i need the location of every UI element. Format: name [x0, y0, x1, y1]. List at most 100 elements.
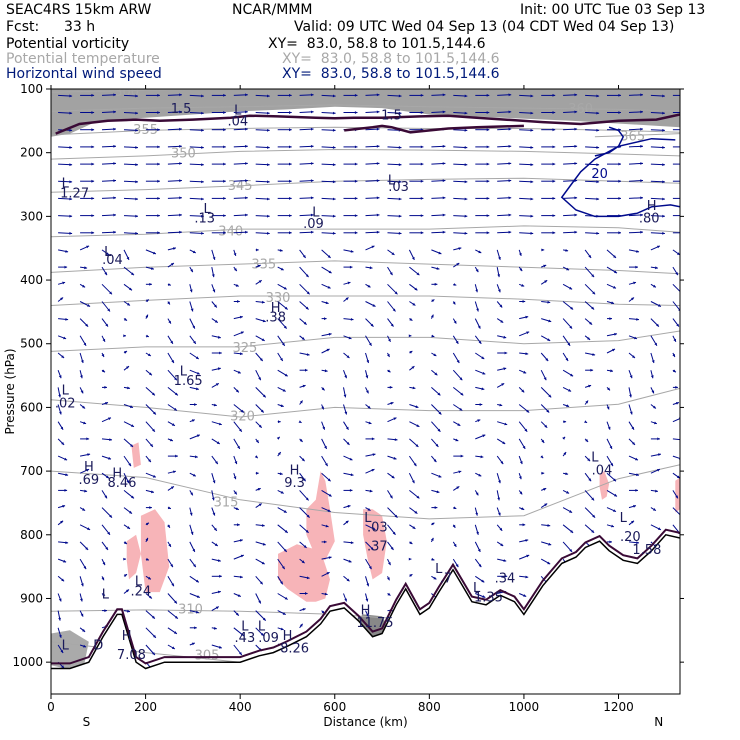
- wind-arrowhead: [245, 110, 248, 114]
- wind-arrowhead: [519, 461, 523, 465]
- wind-arrowhead: [372, 527, 376, 530]
- wind-arrowhead: [62, 504, 66, 508]
- wind-arrowhead: [376, 110, 380, 114]
- wind-arrowhead: [658, 304, 661, 307]
- theta-label-345: 345: [228, 179, 253, 194]
- wind-arrowhead: [438, 474, 442, 478]
- wind-arrowhead: [486, 93, 490, 97]
- wind-arrowhead: [526, 331, 530, 335]
- wind-arrowhead: [567, 342, 571, 346]
- wind-arrowhead: [676, 475, 680, 479]
- wind-arrowhead: [279, 472, 283, 476]
- wind-arrowhead: [310, 213, 314, 217]
- wind-arrowhead: [61, 355, 65, 358]
- wind-arrowhead: [525, 575, 529, 579]
- wind-arrowhead: [173, 470, 176, 474]
- wind-arrowhead: [171, 646, 175, 649]
- wind-arrowhead: [302, 478, 306, 482]
- terrain-fill: [51, 534, 680, 694]
- wind-arrowhead: [347, 281, 351, 285]
- wind-arrowhead: [591, 306, 595, 310]
- wind-arrowhead: [367, 508, 371, 511]
- wind-arrowhead: [398, 163, 402, 167]
- valid-label: Valid: 09 UTC Wed 04 Sep 13 (04 CDT Wed …: [294, 19, 675, 35]
- wind-arrowhead: [123, 334, 126, 338]
- wind-arrowhead: [477, 419, 481, 422]
- wind-arrowhead: [464, 180, 468, 184]
- wind-arrowhead: [82, 508, 86, 511]
- wind-arrowhead: [146, 334, 149, 338]
- theta-label-350: 350: [171, 147, 196, 162]
- wind-arrowhead: [135, 146, 138, 149]
- wind-arrowhead: [310, 162, 314, 165]
- wind-arrowhead: [640, 110, 643, 114]
- extremum-label: H: [84, 460, 94, 475]
- wind-arrowhead: [596, 146, 600, 149]
- y-tick-label-700: 700: [20, 464, 43, 478]
- wind-arrow: [672, 455, 680, 459]
- wind-arrowhead: [328, 556, 332, 559]
- wind-arrowhead: [519, 491, 523, 495]
- wind-arrowhead: [459, 407, 463, 411]
- wind-arrowhead: [437, 392, 441, 396]
- wind-arrowhead: [455, 438, 459, 442]
- wind-arrowhead: [127, 526, 130, 529]
- wind-arrowhead: [283, 286, 287, 290]
- field-name-theta: Potential temperature: [6, 51, 160, 67]
- extremum-label: .04: [102, 253, 123, 268]
- wind-arrowhead: [684, 94, 687, 97]
- wind-arrowhead: [147, 576, 151, 580]
- wind-arrowhead: [481, 387, 485, 391]
- wind-arrowhead: [86, 469, 90, 472]
- wind-arrowhead: [636, 250, 639, 253]
- wind-arrowhead: [508, 144, 512, 148]
- wind-arrowhead: [201, 180, 204, 184]
- wind-arrowhead: [464, 128, 468, 132]
- extremum-label: .80: [639, 212, 660, 227]
- wind-arrowhead: [634, 336, 637, 340]
- wind-arrowhead: [486, 111, 490, 114]
- wind-arrowhead: [302, 608, 306, 611]
- wind-arrowhead: [237, 300, 240, 303]
- wind-arrowhead: [284, 596, 288, 600]
- wind-arrowhead: [267, 163, 270, 167]
- wind-arrowhead: [60, 520, 64, 524]
- wind-arrowhead: [456, 360, 460, 363]
- theta-contour-365: [594, 133, 680, 138]
- wind-arrowhead: [91, 128, 95, 132]
- wind-arrowhead: [411, 366, 415, 369]
- theta-label-335: 335: [251, 257, 276, 272]
- wind-arrowhead: [633, 504, 636, 508]
- wind-arrowhead: [500, 543, 504, 546]
- wind-arrowhead: [82, 284, 86, 288]
- wind-arrowhead: [109, 514, 112, 518]
- wind-arrowhead: [453, 320, 457, 324]
- wind-arrowhead: [376, 196, 380, 200]
- wind-arrowhead: [237, 370, 241, 374]
- extremum-label: H: [283, 629, 293, 644]
- wind-arrowhead: [631, 297, 634, 301]
- wind-arrowhead: [104, 609, 107, 613]
- wind-arrowhead: [456, 263, 460, 266]
- wind-arrowhead: [223, 111, 226, 114]
- wind-arrowhead: [327, 478, 331, 482]
- wind-arrowhead: [596, 163, 600, 167]
- extremum-label: 8.26: [280, 642, 309, 657]
- wind-arrowhead: [168, 543, 171, 547]
- y-tick-label-900: 900: [20, 591, 43, 605]
- pv-region-7: [131, 442, 141, 468]
- wind-arrowhead: [344, 411, 348, 415]
- wind-arrowhead: [211, 497, 215, 501]
- wind-arrowhead: [526, 409, 530, 413]
- wind-arrowhead: [460, 392, 464, 396]
- wind-arrowhead: [635, 489, 638, 492]
- wind-arrowhead: [157, 162, 160, 166]
- wind-arrowhead: [651, 360, 655, 363]
- y-tick-label-300: 300: [20, 209, 43, 223]
- wind-arrowhead: [519, 268, 523, 272]
- wind-arrowhead: [69, 180, 73, 184]
- wind-arrowhead: [525, 539, 529, 542]
- wind-arrowhead: [189, 512, 193, 516]
- wind-arrowhead: [570, 306, 574, 310]
- extremum-label: .09: [258, 631, 279, 646]
